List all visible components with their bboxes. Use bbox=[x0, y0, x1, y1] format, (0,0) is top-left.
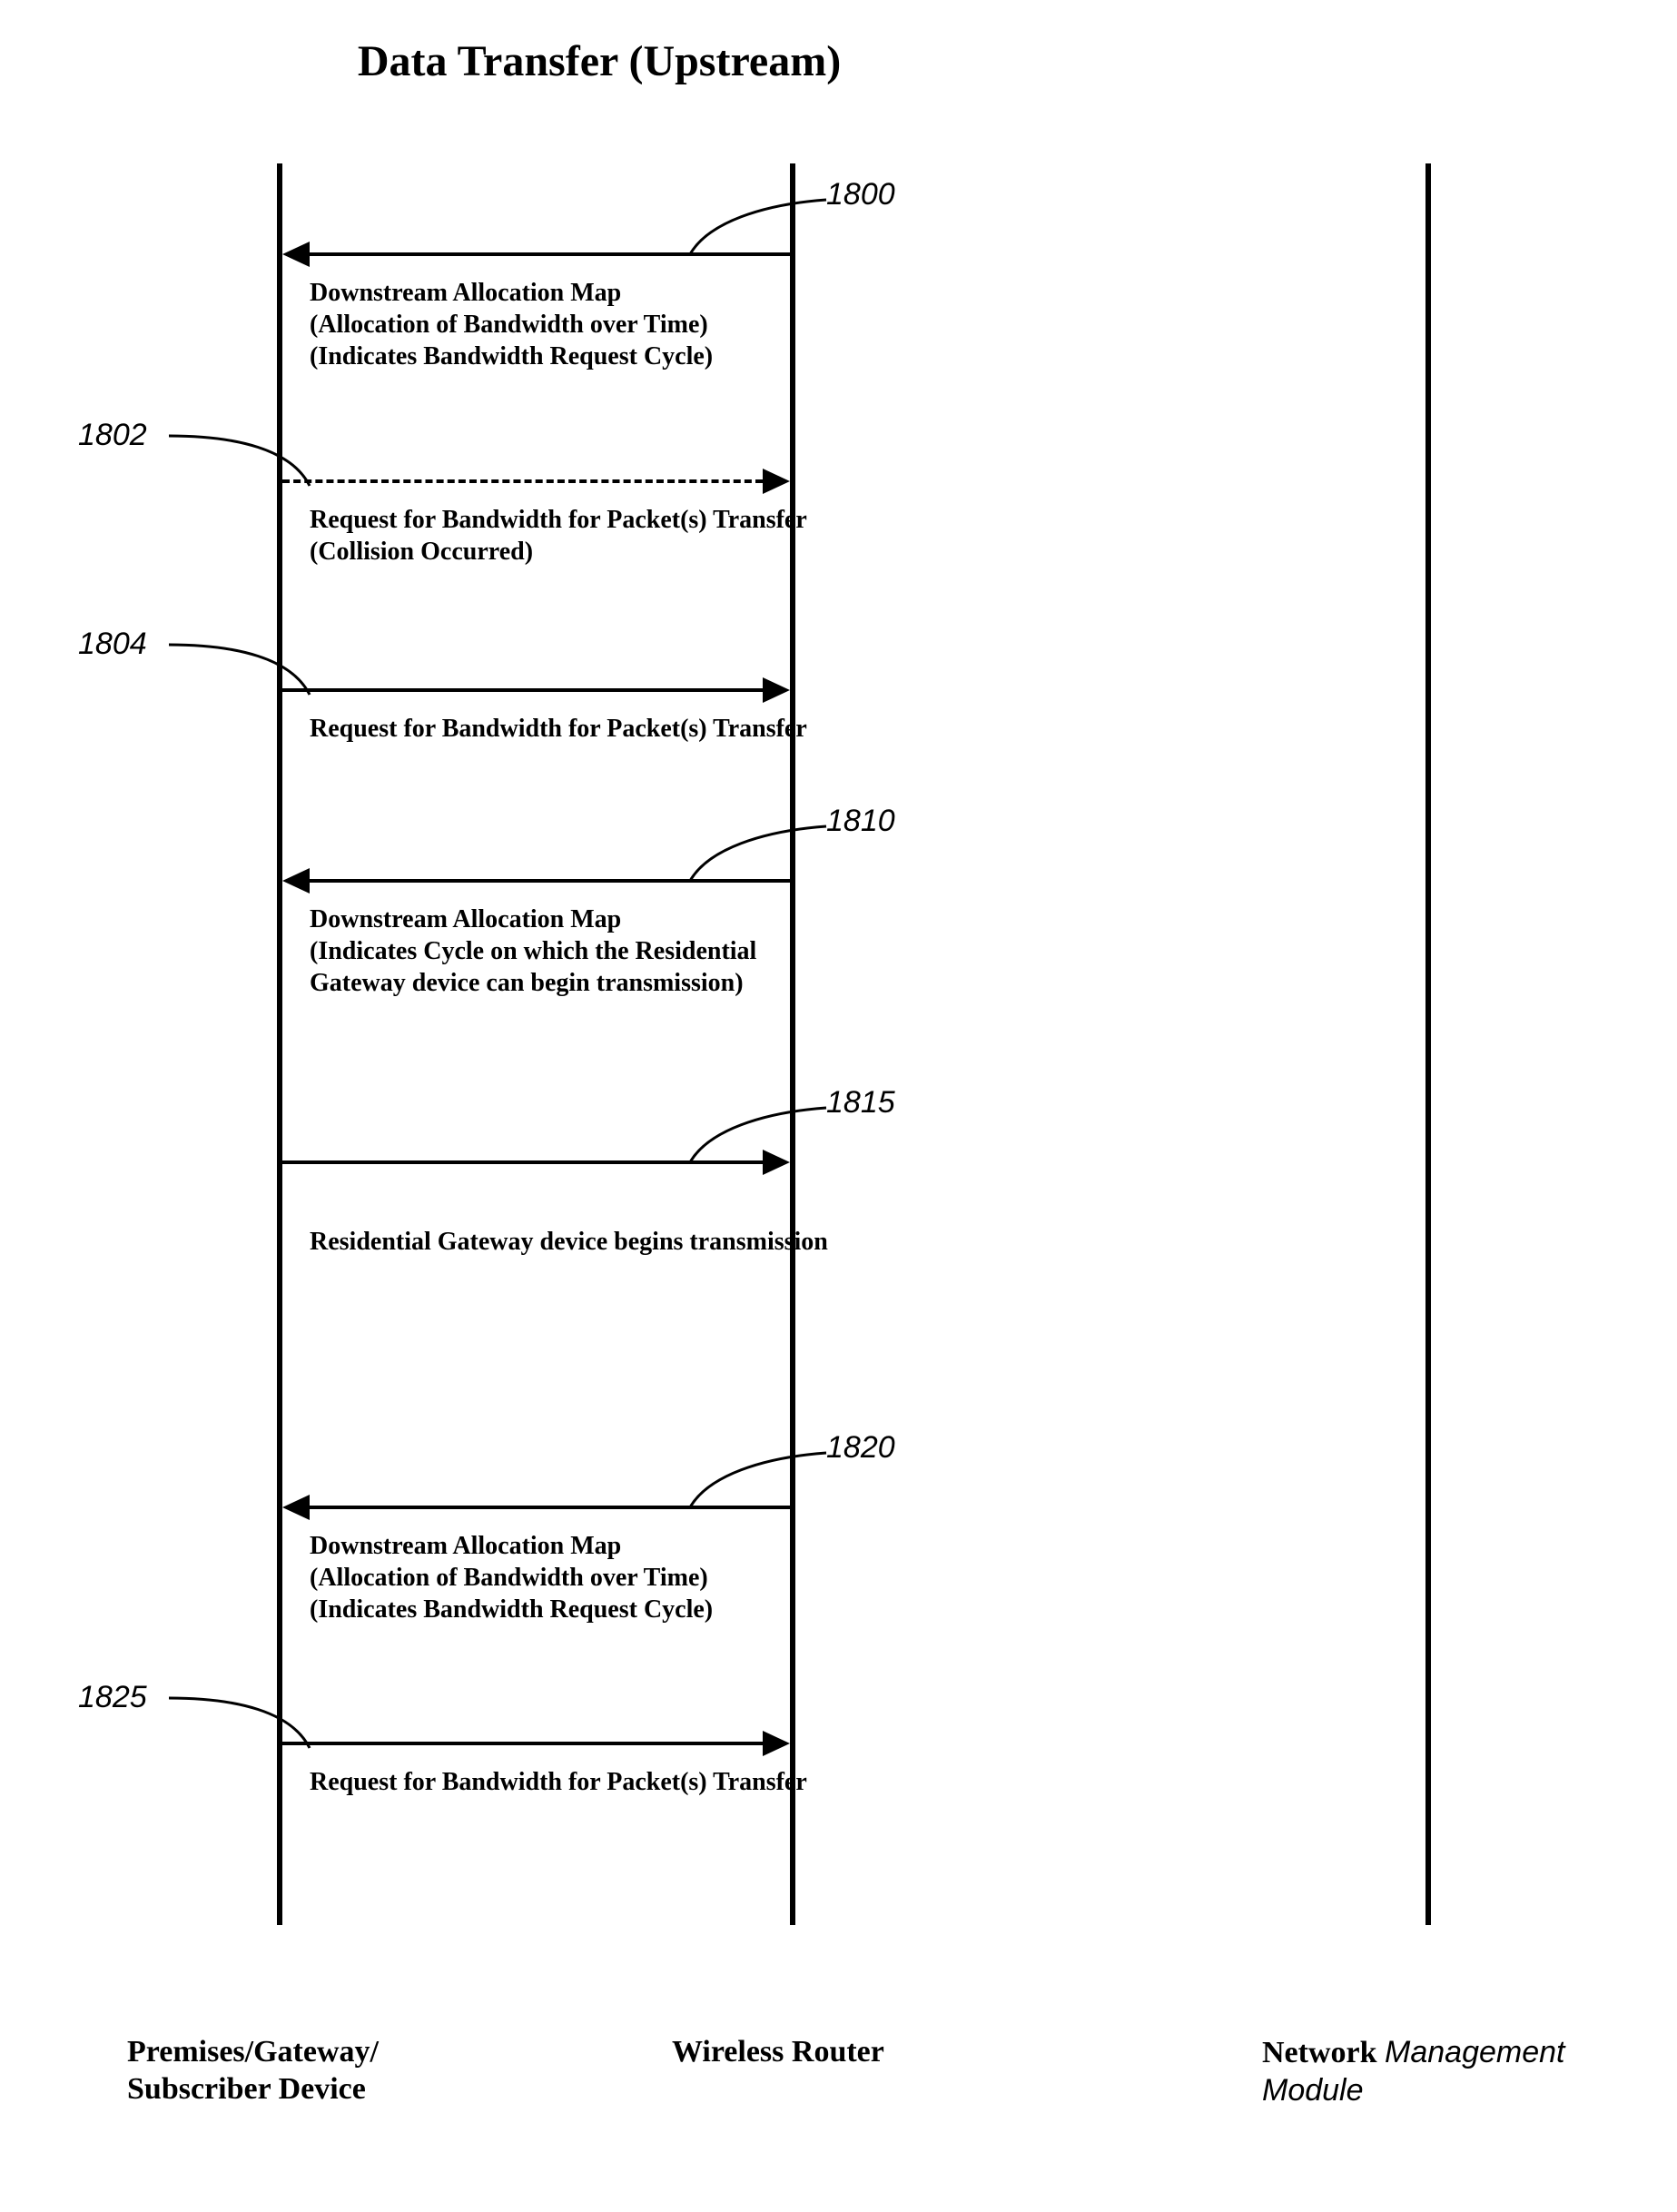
participant-label-nmm: Network Management Module bbox=[1262, 2034, 1565, 2110]
arrowhead-icon bbox=[282, 242, 310, 267]
message-label-line: Gateway device can begin transmission) bbox=[310, 967, 926, 999]
reference-number: 1810 bbox=[826, 804, 895, 839]
message-label-line: Downstream Allocation Map bbox=[310, 904, 926, 935]
message-label-line: Request for Bandwidth for Packet(s) Tran… bbox=[310, 713, 926, 745]
participant-label-router: Wireless Router bbox=[672, 2034, 884, 2071]
message-label-line: Request for Bandwidth for Packet(s) Tran… bbox=[310, 504, 926, 536]
label-text: Subscriber Device bbox=[127, 2072, 366, 2106]
reference-leader-line bbox=[164, 431, 319, 495]
reference-leader-line bbox=[681, 1448, 835, 1516]
diagram-title: Data Transfer (Upstream) bbox=[0, 36, 1199, 86]
reference-number: 1820 bbox=[826, 1430, 895, 1466]
reference-leader-line bbox=[681, 822, 835, 890]
lifeline-wireless-router bbox=[790, 163, 795, 1925]
reference-leader-line bbox=[164, 640, 319, 704]
message-label-line: (Indicates Bandwidth Request Cycle) bbox=[310, 341, 926, 372]
message-label-line: Request for Bandwidth for Packet(s) Tran… bbox=[310, 1766, 926, 1798]
message-label: Residential Gateway device begins transm… bbox=[310, 1226, 926, 1258]
message-arrow bbox=[282, 688, 763, 692]
message-label: Downstream Allocation Map(Allocation of … bbox=[310, 277, 926, 372]
message-label-line: (Allocation of Bandwidth over Time) bbox=[310, 1562, 926, 1594]
message-label: Request for Bandwidth for Packet(s) Tran… bbox=[310, 1766, 926, 1798]
message-label-line: (Indicates Bandwidth Request Cycle) bbox=[310, 1594, 926, 1625]
lifeline-network-management-module bbox=[1425, 163, 1431, 1925]
arrowhead-icon bbox=[763, 677, 790, 703]
reference-leader-line bbox=[681, 195, 835, 263]
message-label-line: Residential Gateway device begins transm… bbox=[310, 1226, 926, 1258]
reference-leader-line bbox=[681, 1103, 835, 1171]
reference-number: 1804 bbox=[78, 627, 147, 662]
message-label-line: (Indicates Cycle on which the Residentia… bbox=[310, 935, 926, 967]
message-label-line: (Allocation of Bandwidth over Time) bbox=[310, 309, 926, 341]
label-text-handwritten: Module bbox=[1262, 2073, 1364, 2108]
message-label-line: (Collision Occurred) bbox=[310, 536, 926, 568]
message-label-line: Downstream Allocation Map bbox=[310, 277, 926, 309]
label-text: Premises/Gateway/ bbox=[127, 2035, 379, 2069]
arrowhead-icon bbox=[763, 469, 790, 494]
label-text: Wireless Router bbox=[672, 2035, 884, 2069]
arrowhead-icon bbox=[763, 1731, 790, 1756]
participant-label-premises: Premises/Gateway/ Subscriber Device bbox=[127, 2034, 379, 2108]
message-label-line: Downstream Allocation Map bbox=[310, 1530, 926, 1562]
label-text: Network bbox=[1262, 2036, 1377, 2069]
message-label: Request for Bandwidth for Packet(s) Tran… bbox=[310, 713, 926, 745]
label-text-handwritten: Management bbox=[1385, 2035, 1564, 2069]
message-label: Downstream Allocation Map(Indicates Cycl… bbox=[310, 904, 926, 999]
sequence-diagram: Data Transfer (Upstream) Premises/Gatewa… bbox=[0, 0, 1677, 2212]
message-arrow bbox=[282, 1742, 763, 1745]
lifeline-premises bbox=[277, 163, 282, 1925]
reference-number: 1802 bbox=[78, 418, 147, 453]
message-arrow bbox=[282, 479, 763, 483]
reference-number: 1825 bbox=[78, 1680, 147, 1715]
arrowhead-icon bbox=[282, 1495, 310, 1520]
reference-leader-line bbox=[164, 1694, 319, 1757]
message-label: Request for Bandwidth for Packet(s) Tran… bbox=[310, 504, 926, 568]
reference-number: 1800 bbox=[826, 177, 895, 212]
reference-number: 1815 bbox=[826, 1085, 895, 1121]
arrowhead-icon bbox=[282, 868, 310, 894]
message-label: Downstream Allocation Map(Allocation of … bbox=[310, 1530, 926, 1625]
